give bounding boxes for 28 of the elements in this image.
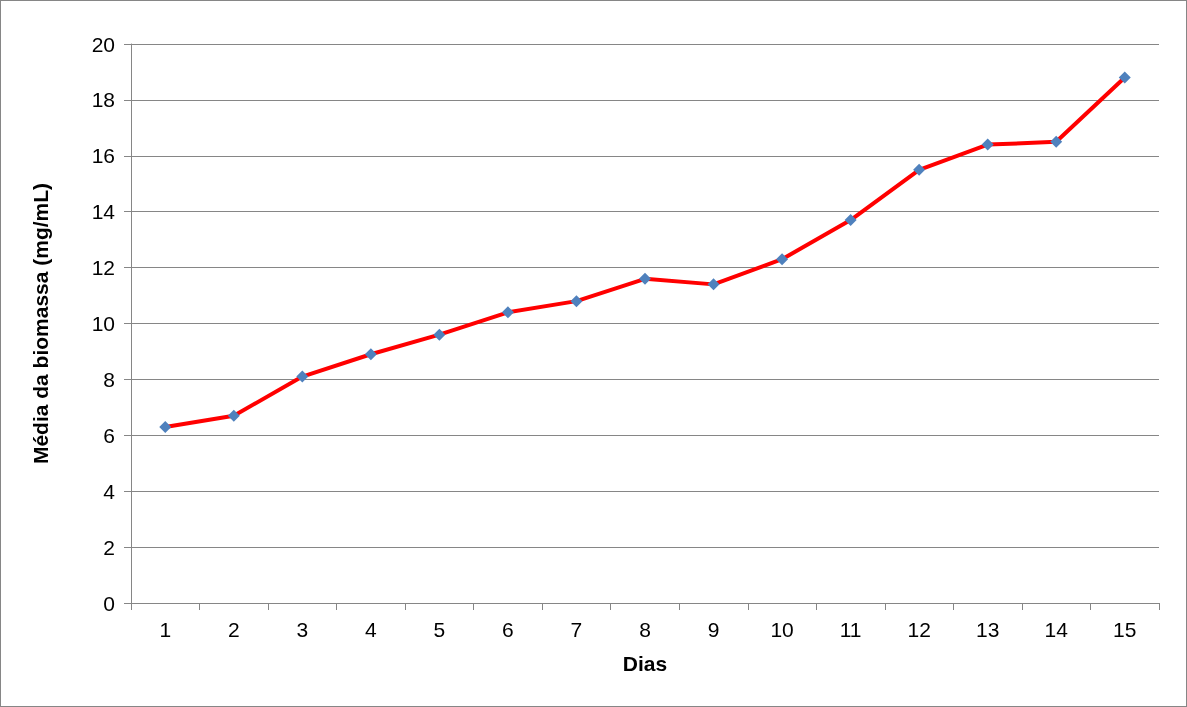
x-tick-label: 12 [907,618,931,641]
x-tick-label: 7 [570,618,583,641]
x-tick-label: 13 [975,618,1000,641]
x-tick-label: 15 [1113,618,1137,641]
y-tick-label: 2 [103,535,115,559]
x-tick-label: 9 [707,618,720,641]
x-tick-label: 10 [770,618,794,641]
y-tick-label: 20 [91,32,115,56]
y-tick-label: 10 [91,312,115,335]
y-axis-title: Média da biomassa (mg/mL) [29,182,52,465]
x-tick-label: 1 [159,618,172,641]
x-tick-label: 4 [365,618,378,641]
x-tick-label: 2 [227,618,240,641]
x-tick-label: 14 [1044,618,1069,641]
y-tick-label: 8 [103,367,115,391]
y-tick-label: 14 [91,200,116,224]
y-tick-label: 18 [91,88,115,112]
y-tick-label: 4 [103,479,116,503]
y-tick-label: 6 [103,423,115,447]
y-tick-label: 12 [91,256,115,280]
x-axis-title: Dias [622,652,668,675]
x-tick-label: 6 [502,618,514,641]
y-tick-label: 0 [103,591,115,615]
x-tick-label: 5 [433,618,446,641]
x-tick-label: 3 [296,618,309,641]
x-tick-label: 11 [839,618,862,641]
y-tick-label: 16 [91,144,115,168]
x-tick-label: 8 [639,618,651,641]
